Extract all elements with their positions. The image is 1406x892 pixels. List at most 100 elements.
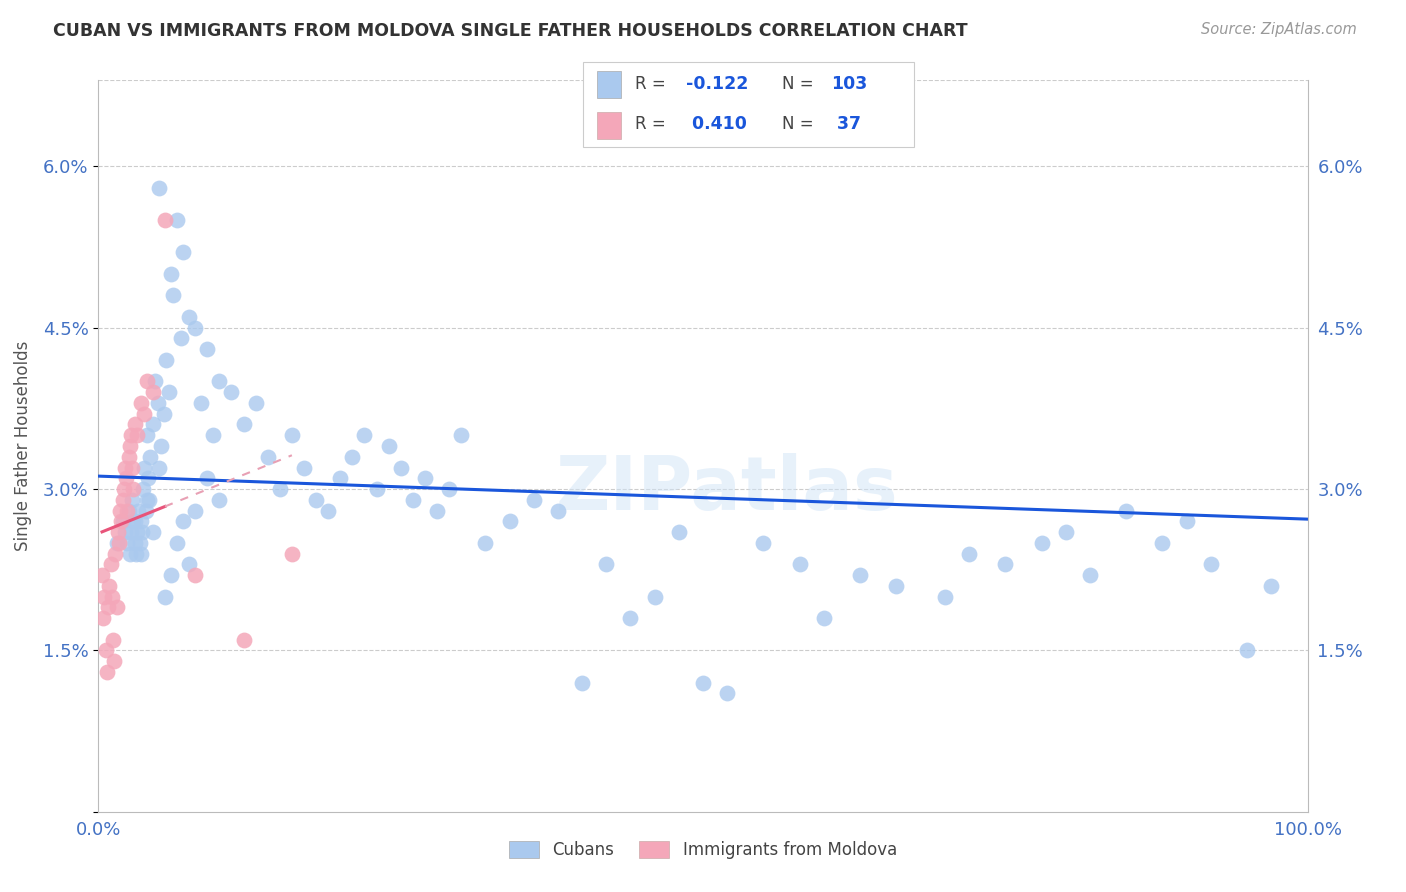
Point <box>256 450 278 464</box>
Text: R =: R = <box>634 115 671 133</box>
Point <box>139 450 162 464</box>
Point <box>292 460 315 475</box>
Point <box>547 503 569 517</box>
Point <box>142 385 165 400</box>
Point <box>131 524 153 539</box>
Point <box>94 643 117 657</box>
Point <box>849 568 872 582</box>
Point <box>124 417 146 432</box>
Point <box>114 460 136 475</box>
Point <box>190 396 212 410</box>
Point <box>125 547 148 561</box>
Point <box>135 503 157 517</box>
Point <box>134 407 156 421</box>
Point <box>752 536 775 550</box>
Point <box>162 288 184 302</box>
Point <box>474 536 496 550</box>
Point <box>644 590 666 604</box>
Point <box>155 353 177 368</box>
Point <box>112 482 135 496</box>
Point <box>1236 643 1258 657</box>
Point <box>118 547 141 561</box>
Point <box>115 471 138 485</box>
Point <box>157 385 180 400</box>
Point <box>97 600 120 615</box>
Point <box>135 492 157 507</box>
Point <box>117 536 139 550</box>
Point <box>172 245 194 260</box>
Point <box>426 503 449 517</box>
Point <box>153 590 176 604</box>
Point <box>160 568 183 582</box>
Point <box>105 536 128 550</box>
Point <box>150 439 173 453</box>
Point <box>437 482 460 496</box>
Point <box>184 503 207 517</box>
Point <box>138 492 160 507</box>
Point <box>96 665 118 679</box>
Point <box>934 590 956 604</box>
Point <box>208 375 231 389</box>
Point <box>595 558 617 572</box>
Point <box>957 547 980 561</box>
Point <box>195 342 218 356</box>
Point <box>269 482 291 496</box>
Point <box>208 492 231 507</box>
Point <box>813 611 835 625</box>
Point <box>129 547 152 561</box>
Point <box>1115 503 1137 517</box>
Point <box>132 482 155 496</box>
Point <box>668 524 690 539</box>
Point <box>127 503 149 517</box>
Point <box>1199 558 1222 572</box>
Point <box>179 558 201 572</box>
Point <box>114 524 136 539</box>
FancyBboxPatch shape <box>596 112 621 139</box>
Point <box>353 428 375 442</box>
Point <box>93 590 115 604</box>
Point <box>245 396 267 410</box>
Text: ZIPatlas: ZIPatlas <box>555 453 898 526</box>
Point <box>716 686 738 700</box>
Text: -0.122: -0.122 <box>686 75 748 93</box>
Point <box>281 428 304 442</box>
Point <box>571 675 593 690</box>
Point <box>498 514 520 528</box>
Point <box>184 320 207 334</box>
Point <box>128 536 150 550</box>
Point <box>136 471 159 485</box>
Point <box>122 482 145 496</box>
Point <box>124 514 146 528</box>
Point <box>118 439 141 453</box>
Point <box>129 514 152 528</box>
FancyBboxPatch shape <box>596 71 621 98</box>
Point <box>1260 579 1282 593</box>
Point <box>619 611 641 625</box>
Point <box>104 547 127 561</box>
Point <box>110 514 132 528</box>
Point <box>523 492 546 507</box>
Point <box>281 547 304 561</box>
Point <box>160 267 183 281</box>
Text: N =: N = <box>782 75 818 93</box>
Point <box>1175 514 1198 528</box>
Point <box>179 310 201 324</box>
Point <box>127 428 149 442</box>
Point <box>122 514 145 528</box>
Point <box>152 407 174 421</box>
Point <box>121 460 143 475</box>
Point <box>148 460 170 475</box>
Point <box>124 536 146 550</box>
Point <box>135 428 157 442</box>
Point <box>994 558 1017 572</box>
Point <box>413 471 436 485</box>
Point <box>101 632 124 647</box>
Point <box>134 460 156 475</box>
Point <box>221 385 243 400</box>
Point <box>142 417 165 432</box>
Point <box>108 536 131 550</box>
Text: CUBAN VS IMMIGRANTS FROM MOLDOVA SINGLE FATHER HOUSEHOLDS CORRELATION CHART: CUBAN VS IMMIGRANTS FROM MOLDOVA SINGLE … <box>53 22 969 40</box>
Point <box>129 396 152 410</box>
Point <box>118 450 141 464</box>
Point <box>103 654 125 668</box>
